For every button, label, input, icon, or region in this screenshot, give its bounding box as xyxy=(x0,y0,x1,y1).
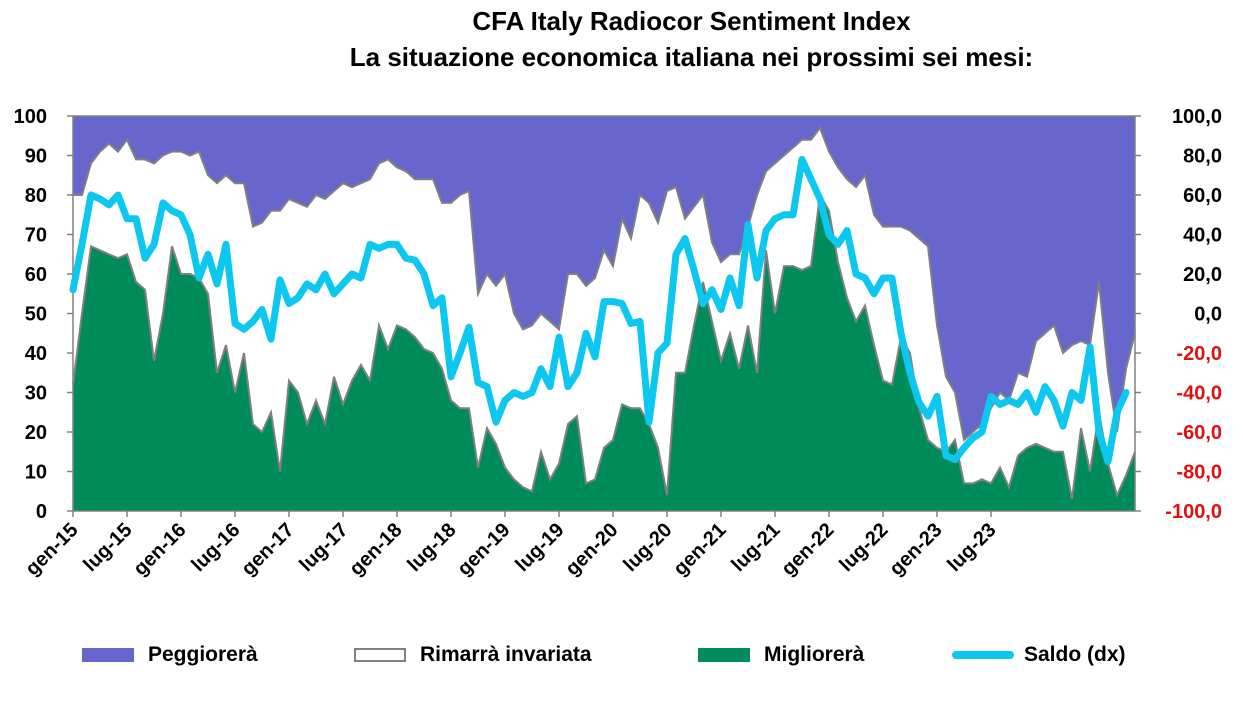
y-left-tick-label: 90 xyxy=(25,146,47,168)
y-left-tick-label: 10 xyxy=(25,462,47,484)
x-tick-label: gen-23 xyxy=(885,519,946,580)
x-tick-label: lug-22 xyxy=(835,519,892,576)
x-tick-label: gen-20 xyxy=(561,519,622,580)
legend-swatch-saldo xyxy=(952,651,1014,659)
x-tick-label: gen-15 xyxy=(21,519,82,580)
x-tick-label: lug-17 xyxy=(295,519,352,576)
y-right-tick-label: -100,0 xyxy=(1165,501,1222,523)
y-left-tick-label: 40 xyxy=(25,343,47,365)
legend-item-invariata: Rimarrà invariata xyxy=(354,640,592,670)
legend-swatch-peggiorera xyxy=(82,648,134,662)
x-tick-label: lug-15 xyxy=(79,519,136,576)
y-right-tick-label: 80,0 xyxy=(1183,146,1222,168)
y-right-tick-label: 100,0 xyxy=(1172,106,1222,128)
area-migliorera xyxy=(73,195,1135,511)
x-tick-label: lug-20 xyxy=(619,519,676,576)
legend-item-peggiorera: Peggiorerà xyxy=(82,640,258,670)
y-right-tick-label: -40,0 xyxy=(1176,383,1222,405)
chart-title: CFA Italy Radiocor Sentiment Index xyxy=(472,6,911,36)
legend-label-invariata: Rimarrà invariata xyxy=(420,643,592,666)
y-left-tick-label: 100 xyxy=(14,106,47,128)
y-right-tick-label: 40,0 xyxy=(1183,225,1222,247)
legend-item-saldo: Saldo (dx) xyxy=(952,640,1126,670)
y-right-tick-label: -60,0 xyxy=(1176,422,1222,444)
y-right-tick-label: 0,0 xyxy=(1194,304,1222,326)
x-tick-label: gen-17 xyxy=(237,519,298,580)
x-tick-label: gen-21 xyxy=(669,519,730,580)
legend-swatch-migliorera xyxy=(698,648,750,662)
x-tick-label: gen-22 xyxy=(777,519,838,580)
x-tick-label: lug-19 xyxy=(511,519,568,576)
y-right-tick-label: -80,0 xyxy=(1176,462,1222,484)
x-tick-label: lug-23 xyxy=(943,519,1000,576)
line-saldo xyxy=(69,155,1130,466)
y-left-tick-label: 60 xyxy=(25,264,47,286)
legend-label-peggiorera: Peggiorerà xyxy=(148,643,258,666)
x-tick-label: gen-18 xyxy=(345,519,406,580)
y-right-tick-label: 60,0 xyxy=(1183,185,1222,207)
y-left-tick-label: 50 xyxy=(25,304,47,326)
x-tick-label: lug-18 xyxy=(403,519,460,576)
y-left-tick-label: 0 xyxy=(36,501,47,523)
area-invariata-outline xyxy=(73,125,1136,442)
y-left-tick-label: 20 xyxy=(25,422,47,444)
x-tick-label: gen-19 xyxy=(453,519,514,580)
y-right-tick-label: -20,0 xyxy=(1176,343,1222,365)
y-left-tick-label: 70 xyxy=(25,225,47,247)
x-tick-label: lug-16 xyxy=(187,519,244,576)
x-tick-label: lug-21 xyxy=(727,519,784,576)
y-left-tick-label: 30 xyxy=(25,383,47,405)
legend-item-migliorera: Migliorerà xyxy=(698,640,864,670)
legend-swatch-invariata xyxy=(354,648,406,662)
y-left-tick-label: 80 xyxy=(25,185,47,207)
legend-label-saldo: Saldo (dx) xyxy=(1024,643,1126,666)
x-tick-label: gen-16 xyxy=(129,519,190,580)
y-right-tick-label: 20,0 xyxy=(1183,264,1222,286)
chart-subtitle: La situazione economica italiana nei pro… xyxy=(349,42,1034,72)
legend-label-migliorera: Migliorerà xyxy=(764,643,865,666)
